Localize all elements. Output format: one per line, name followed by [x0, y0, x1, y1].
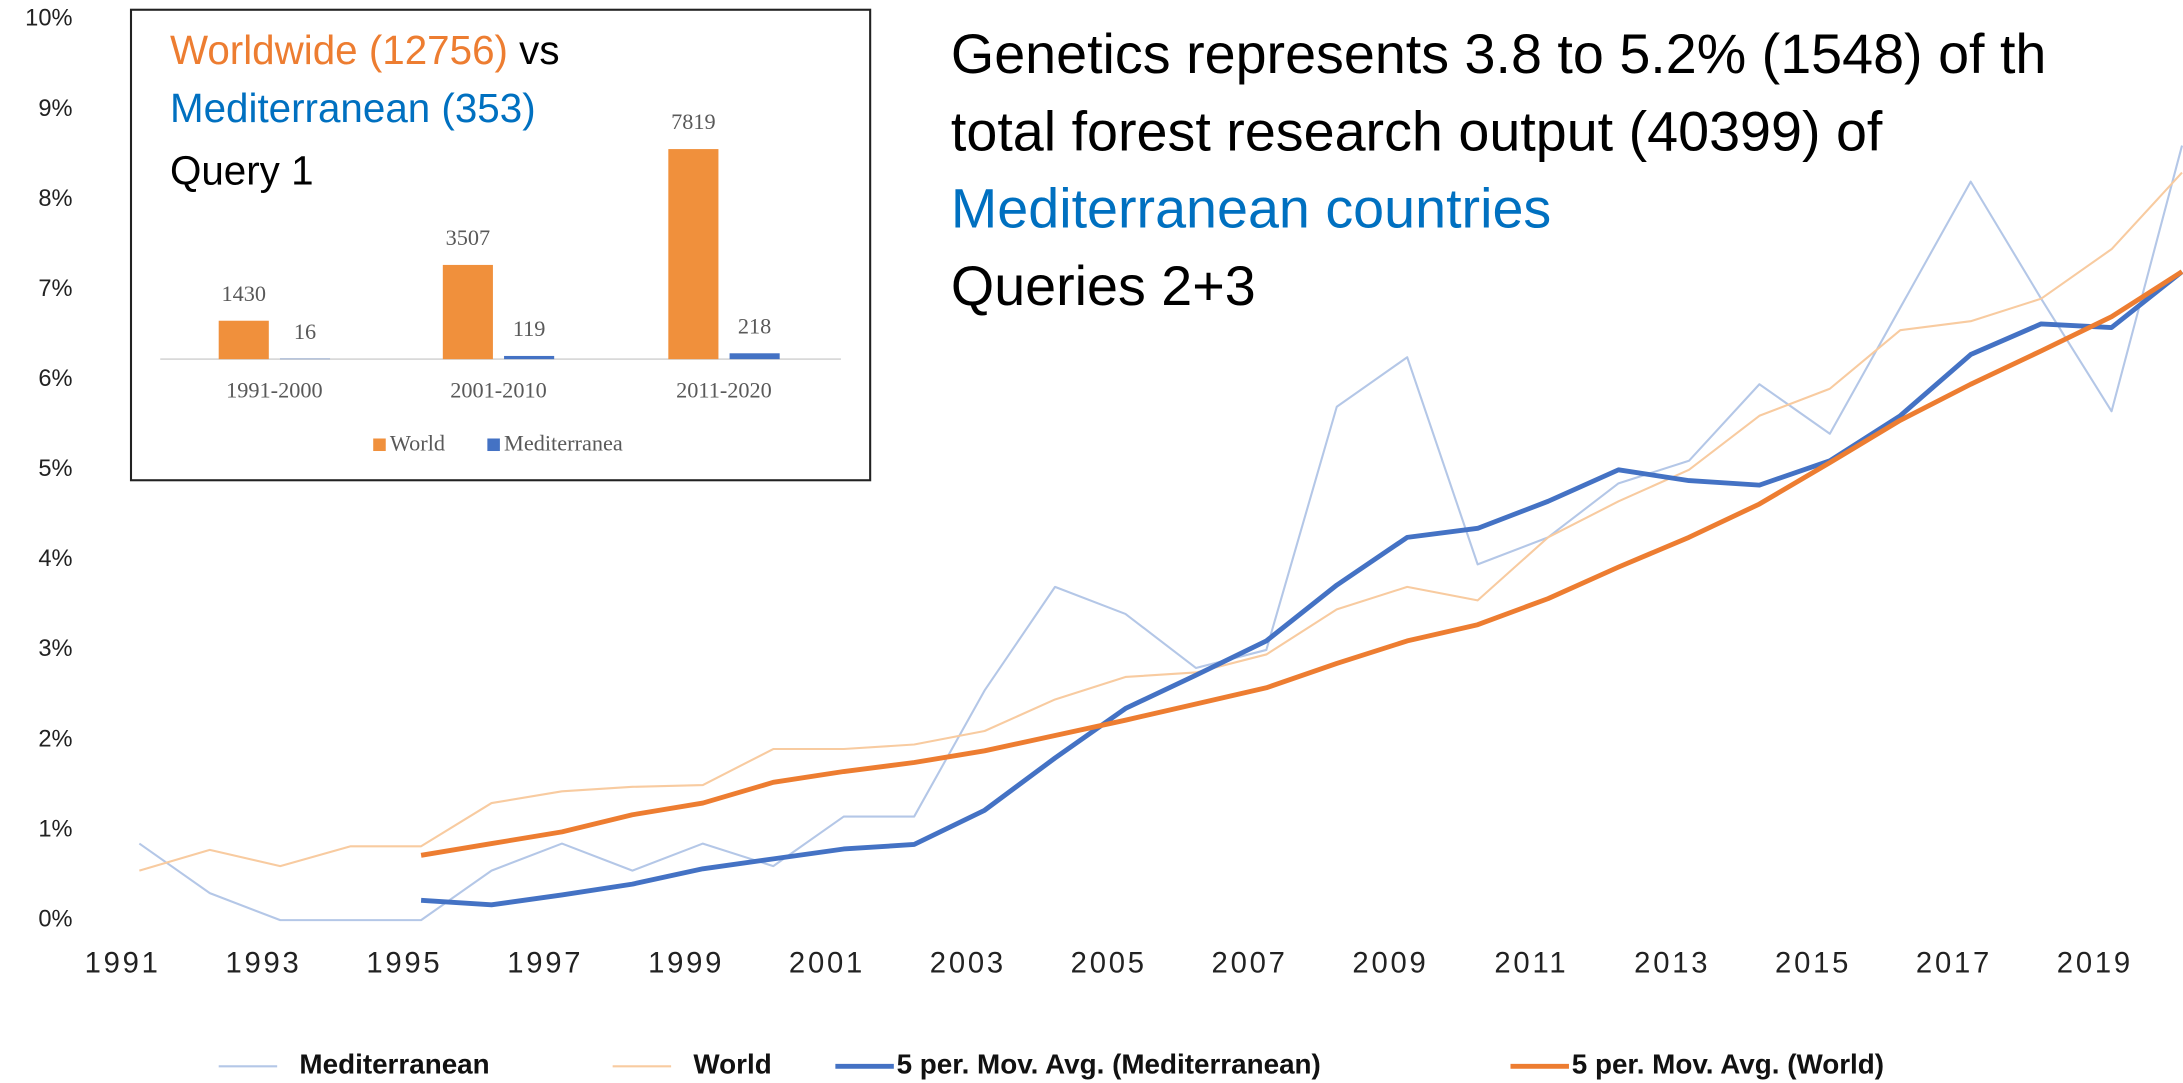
legend-swatch: [487, 438, 500, 452]
y-tick-label: 5%: [38, 456, 72, 482]
legend-label: World: [693, 1049, 771, 1080]
y-tick-label: 6%: [38, 366, 72, 392]
x-tick-label: 1999: [648, 947, 724, 979]
annotation-line: total forest research output (40399) of: [951, 100, 1883, 162]
legend-label: Mediterranea: [504, 431, 623, 456]
inset-title: Mediterranean (353): [170, 85, 536, 131]
bar: [218, 320, 269, 360]
x-tick-label: 2005: [1071, 947, 1147, 979]
x-tick-label: 2015: [1775, 947, 1851, 979]
annotation-line: Genetics represents 3.8 to 5.2% (1548) o…: [951, 23, 2047, 85]
bar: [668, 149, 719, 360]
x-tick-label: 2011: [1494, 947, 1568, 979]
x-tick-label: 1991: [85, 947, 161, 979]
x-tick-label: 2011-2020: [676, 378, 772, 403]
x-tick-label: 2001-2010: [450, 378, 546, 403]
y-tick-label: 0%: [38, 906, 72, 932]
x-tick-label: 2001: [789, 947, 865, 979]
y-tick-label: 9%: [38, 96, 72, 122]
y-tick-label: 2%: [38, 726, 72, 752]
legend-label: 5 per. Mov. Avg. (World): [1572, 1049, 1884, 1080]
x-tick-label: 1995: [366, 947, 442, 979]
y-tick-label: 7%: [38, 276, 72, 302]
title-part: Worldwide (12756): [170, 27, 508, 73]
y-tick-label: 4%: [38, 546, 72, 572]
data-label: 218: [738, 313, 771, 338]
x-tick-label: 2017: [1916, 947, 1992, 979]
series-line: [138, 145, 2183, 922]
legend-label: World: [390, 431, 445, 456]
data-label: 3507: [446, 225, 491, 250]
series-line: [139, 171, 2183, 872]
annotation-line: Mediterranean countries: [951, 178, 1551, 240]
inset-chart: Worldwide (12756) vs Mediterranean (353) Q…: [129, 8, 872, 482]
data-label: 119: [513, 316, 546, 341]
legend-label: 5 per. Mov. Avg. (Mediterranean): [897, 1049, 1321, 1080]
x-tick-label: 1991-2000: [226, 378, 322, 403]
main-chart: 0% 1% 2% 3% 4% 5% 6% 7% 8% 9% 10% 1991 1993 1995 1997 1…: [25, 6, 2183, 1080]
bar: [729, 353, 780, 360]
x-tick-label: 1997: [507, 947, 583, 979]
x-tick-label: 2007: [1212, 947, 1288, 979]
legend-label: Mediterranean: [299, 1049, 489, 1080]
x-tick-label: 2003: [930, 947, 1006, 979]
x-tick-label: 1993: [225, 947, 301, 979]
annotation: Genetics represents 3.8 to 5.2% (1548) o…: [951, 23, 2047, 317]
annotation-line: Queries 2+3: [951, 255, 1256, 317]
title-part: vs: [508, 27, 560, 73]
x-tick-label: 2013: [1634, 947, 1710, 979]
bar: [442, 264, 493, 360]
x-tick-label: 2019: [2057, 947, 2133, 979]
legend-swatch: [373, 438, 386, 452]
x-tick-label: 2009: [1352, 947, 1428, 979]
inset-frame: [129, 8, 872, 482]
y-tick-label: 8%: [38, 186, 72, 212]
y-tick-label: 10%: [25, 6, 72, 32]
inset-title: Worldwide (12756) vs: [170, 27, 560, 73]
y-tick-label: 3%: [38, 636, 72, 662]
inset-title: Query 1: [170, 148, 314, 194]
y-tick-label: 1%: [38, 816, 72, 842]
series-line: [420, 269, 2183, 858]
data-label: 7819: [671, 109, 716, 134]
data-label: 16: [294, 319, 316, 344]
bar: [504, 355, 555, 360]
series-line: [420, 269, 2183, 908]
data-label: 1430: [221, 281, 266, 306]
